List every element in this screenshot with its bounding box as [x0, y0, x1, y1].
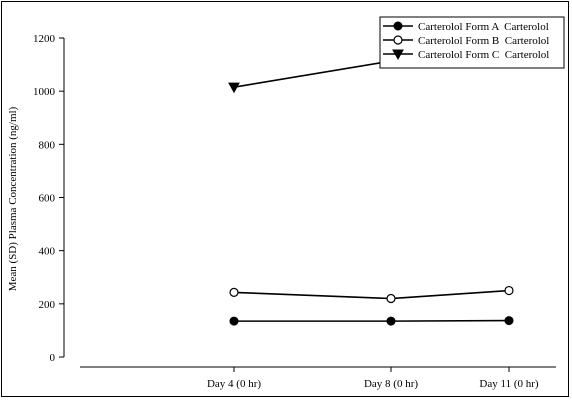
y-tick-label: 600: [39, 193, 56, 205]
axes: 0 200 400 600 800 1000 1200 Day 4 (0 hr) Day 8 (…: [33, 33, 556, 390]
x-tick-label: Day 11 (0 hr): [479, 378, 538, 390]
data-point: [228, 82, 240, 94]
series-line: [233, 289, 510, 300]
legend-marker: [393, 21, 403, 31]
data-point: [386, 316, 396, 326]
legend-label: Carterolol Form B Carterolol: [418, 35, 549, 47]
legend-marker: [392, 49, 404, 61]
y-tick-label: 1200: [33, 33, 56, 45]
y-axis-label: Mean (SD) Plasma Concentration (ng/ml): [7, 106, 19, 291]
legend: Carterolol Form A Carterolol Carterolol F…: [379, 16, 565, 69]
series-2: [229, 285, 514, 304]
data-point: [504, 316, 514, 326]
series-layer: [228, 56, 515, 326]
data-point: [229, 287, 239, 298]
series-line: [234, 319, 510, 322]
data-point: [229, 316, 239, 326]
x-tick-label: Day 8 (0 hr): [364, 378, 418, 390]
y-tick-label: 400: [39, 246, 56, 258]
legend-label: Carterolol Form C Carterolol: [418, 49, 549, 61]
y-tick-label: 800: [39, 139, 56, 151]
y-tick-label: 1000: [33, 86, 56, 98]
x-tick-label: Day 4 (0 hr): [207, 378, 261, 390]
data-point: [504, 285, 514, 296]
legend-marker: [393, 35, 403, 45]
series-1: [229, 316, 514, 326]
y-tick-label: 0: [50, 352, 56, 364]
legend-label: Carterolol Form A Carterolol: [418, 21, 549, 33]
y-tick-label: 200: [39, 299, 56, 311]
data-point: [386, 293, 396, 304]
